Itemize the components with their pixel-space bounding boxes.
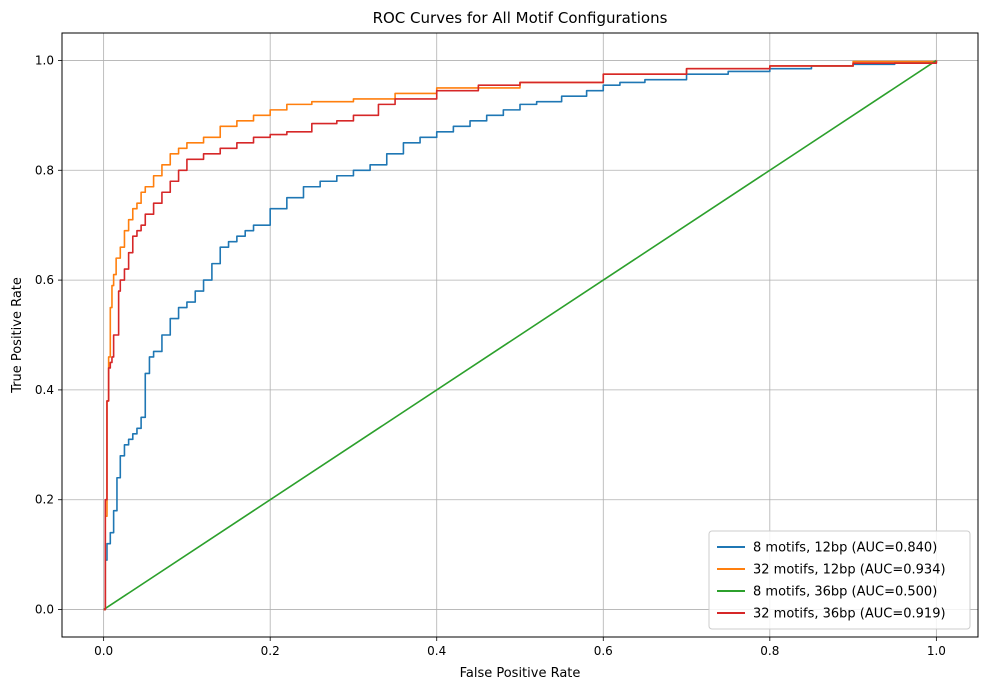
y-axis-label: True Positive Rate bbox=[10, 277, 25, 394]
y-tick-label: 0.4 bbox=[35, 383, 54, 397]
x-tick-label: 0.8 bbox=[760, 644, 779, 658]
axis-ticks: 0.0 0.2 0.4 0.6 0.8 1.0 0.0 0.2 0.4 0.6 0.8 1.0 bbox=[35, 53, 946, 658]
series-line-3 bbox=[103, 59, 937, 611]
y-tick-label: 0.2 bbox=[35, 493, 54, 507]
legend-label: 8 motifs, 36bp (AUC=0.500) bbox=[753, 585, 937, 600]
x-tick-label: 1.0 bbox=[927, 644, 946, 658]
legend-box bbox=[708, 530, 971, 630]
plot-frame bbox=[61, 32, 979, 638]
y-tick-label: 0.8 bbox=[35, 163, 54, 177]
x-tick-label: 0.4 bbox=[427, 644, 446, 658]
y-tick-label: 0.6 bbox=[35, 273, 54, 287]
legend-label: 8 motifs, 12bp (AUC=0.840) bbox=[753, 541, 937, 556]
series-lines bbox=[103, 59, 938, 611]
legend: 8 motifs, 12bp (AUC=0.840) 32 motifs, 12b… bbox=[708, 530, 971, 630]
x-axis-label: False Positive Rate bbox=[460, 666, 581, 681]
x-tick-label: 0.6 bbox=[594, 644, 613, 658]
series-line-4 bbox=[103, 60, 938, 611]
y-tick-label: 1.0 bbox=[35, 53, 54, 67]
series-line-2 bbox=[103, 60, 938, 611]
y-tick-label: 0.0 bbox=[35, 603, 54, 617]
chart-title: ROC Curves for All Motif Configurations bbox=[373, 9, 668, 27]
legend-label: 32 motifs, 36bp (AUC=0.919) bbox=[753, 607, 946, 622]
x-tick-label: 0.2 bbox=[261, 644, 280, 658]
legend-label: 32 motifs, 12bp (AUC=0.934) bbox=[753, 563, 946, 578]
series-line-1 bbox=[103, 60, 938, 611]
x-tick-label: 0.0 bbox=[94, 644, 113, 658]
